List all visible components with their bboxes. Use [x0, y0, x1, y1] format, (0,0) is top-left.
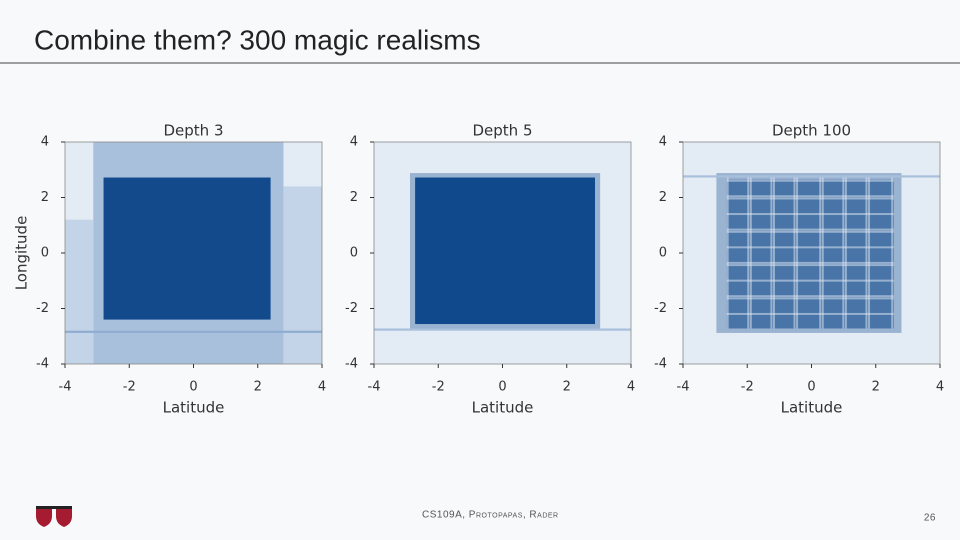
chart-title: Depth 3 [164, 122, 224, 140]
texture [770, 177, 773, 329]
x-tick-label: 2 [563, 380, 571, 395]
region [374, 328, 631, 331]
texture [726, 179, 894, 182]
x-axis-label: Latitude [781, 399, 843, 417]
y-tick-label: -4 [36, 357, 49, 372]
texture [891, 177, 894, 329]
y-tick-label: 0 [350, 246, 358, 261]
texture [726, 228, 894, 231]
x-tick-label: -4 [59, 380, 72, 395]
y-tick-label: 2 [41, 190, 49, 205]
texture [842, 177, 845, 329]
region [409, 173, 601, 329]
y-tick-label: 0 [41, 246, 49, 261]
x-tick-label: -2 [432, 380, 445, 395]
y-axis-label: Longitude [13, 216, 31, 291]
texture [747, 177, 750, 329]
texture [819, 177, 822, 329]
region [283, 186, 322, 364]
y-tick-label: -2 [345, 301, 358, 316]
texture [726, 177, 729, 329]
region [103, 177, 271, 320]
texture [772, 177, 775, 329]
y-tick-label: -2 [36, 301, 49, 316]
texture [793, 177, 796, 329]
chart-title: Depth 100 [772, 122, 851, 140]
texture [726, 195, 894, 198]
texture [726, 295, 894, 298]
texture [726, 261, 894, 264]
y-tick-label: 0 [659, 246, 667, 261]
y-tick-label: 2 [659, 190, 667, 205]
y-tick-label: -2 [654, 301, 667, 316]
texture [726, 230, 894, 233]
texture [726, 213, 894, 216]
x-tick-label: -2 [123, 380, 136, 395]
x-axis-label: Latitude [163, 399, 225, 417]
y-tick-label: 4 [350, 135, 358, 150]
y-tick-label: 2 [350, 190, 358, 205]
texture [726, 312, 894, 315]
x-tick-label: 0 [498, 380, 506, 395]
y-tick-label: -4 [345, 357, 358, 372]
texture [726, 197, 894, 200]
texture [726, 246, 894, 249]
texture [726, 297, 894, 300]
x-tick-label: 0 [807, 380, 815, 395]
y-tick-label: -4 [654, 357, 667, 372]
logo [36, 506, 72, 527]
x-tick-label: 4 [318, 380, 326, 395]
texture [749, 177, 752, 329]
x-tick-label: 0 [189, 380, 197, 395]
x-tick-label: 4 [936, 380, 944, 395]
footer: CS109A, Protopapas, Rader [422, 510, 559, 521]
texture [868, 177, 871, 329]
texture [726, 177, 894, 180]
chart-title: Depth 5 [473, 122, 533, 140]
texture [865, 177, 868, 329]
texture [726, 279, 894, 282]
chart: -4 -2 0 2 4 -4 -2 0 2 4 Depth 100 Latitude [654, 122, 944, 417]
y-tick-label: 4 [659, 135, 667, 150]
region [415, 177, 596, 325]
region [65, 330, 322, 333]
x-tick-label: -2 [741, 380, 754, 395]
chart: -4 -2 0 2 4 -4 -2 0 2 4 Depth 5 Latitude [345, 122, 635, 417]
x-axis-label: Latitude [472, 399, 534, 417]
page-number: 26 [924, 513, 936, 524]
region [65, 219, 94, 364]
texture [844, 177, 847, 329]
texture [796, 177, 799, 329]
x-tick-label: 2 [254, 380, 262, 395]
chart: -4 -2 0 2 4 -4 -2 0 2 4 Depth 3 Latitude Longitude [13, 122, 327, 417]
x-tick-label: 4 [627, 380, 635, 395]
x-tick-label: -4 [677, 380, 690, 395]
slide-title: Combine them? 300 magic realisms [34, 24, 481, 55]
x-tick-label: 2 [872, 380, 880, 395]
y-tick-label: 4 [41, 135, 49, 150]
texture [821, 177, 824, 329]
x-tick-label: -4 [368, 380, 381, 395]
region [683, 175, 940, 178]
texture [726, 264, 894, 267]
